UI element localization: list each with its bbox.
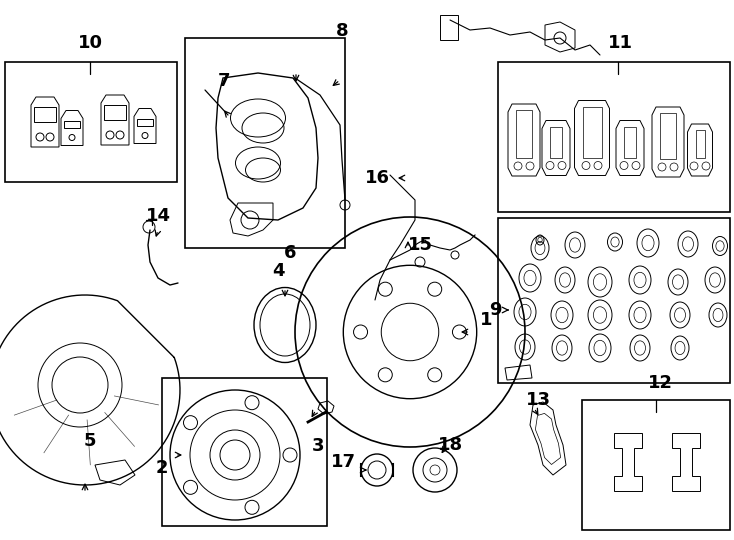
Bar (582, 400, 730, 530)
Bar (440, 15, 458, 40)
Text: 18: 18 (438, 436, 463, 454)
Text: 17: 17 (331, 453, 356, 471)
Bar (498, 62, 730, 212)
Bar (5, 62, 177, 182)
Text: 11: 11 (608, 34, 633, 52)
Text: 9: 9 (490, 301, 502, 319)
Text: 12: 12 (647, 374, 672, 392)
Text: 7: 7 (218, 72, 230, 90)
Text: 6: 6 (284, 244, 297, 262)
Text: 13: 13 (526, 391, 551, 409)
Text: 16: 16 (365, 169, 390, 187)
Text: 2: 2 (156, 459, 168, 477)
Text: 15: 15 (408, 236, 433, 254)
Bar (498, 218, 730, 383)
Text: 14: 14 (145, 207, 170, 225)
Text: 3: 3 (312, 437, 324, 455)
Text: 10: 10 (78, 34, 103, 52)
Bar (185, 38, 345, 248)
Text: 1: 1 (480, 311, 493, 329)
Text: 4: 4 (272, 262, 284, 280)
Bar (162, 378, 327, 526)
Text: 8: 8 (335, 22, 349, 40)
Text: 5: 5 (84, 432, 96, 450)
